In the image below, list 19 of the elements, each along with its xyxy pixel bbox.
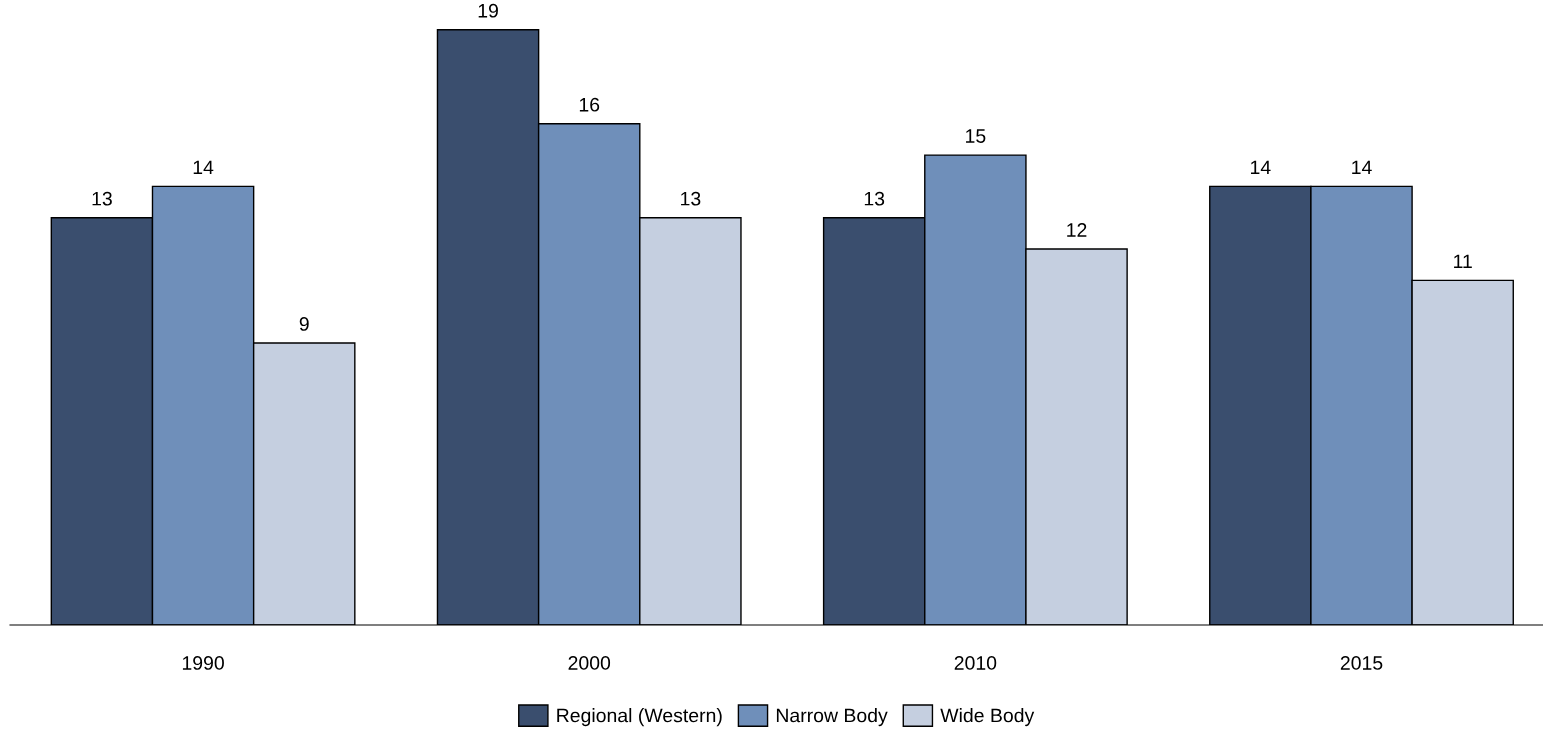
data-label: 14 [1352,160,1372,175]
x-tick-label: 2000 [568,656,611,670]
legend-label: Wide Body [940,708,1035,727]
data-label: 13 [864,191,885,206]
data-label: 12 [1067,223,1087,237]
data-label: 11 [1454,254,1472,269]
data-label: 16 [579,97,600,112]
data-label: 9 [299,317,309,331]
x-tick-label: 1990 [182,656,224,670]
data-label: 14 [193,160,214,175]
data-label: 14 [1251,160,1271,175]
legend-label: Regional (Western) [557,708,722,727]
x-tick-label: 2015 [1340,656,1383,670]
data-label: 15 [966,129,986,143]
data-label: 13 [92,191,112,206]
data-label: 13 [681,191,701,206]
data-label: 19 [478,3,498,18]
x-tick-label: 2010 [954,656,997,670]
legend-label: Narrow Body [776,708,888,727]
